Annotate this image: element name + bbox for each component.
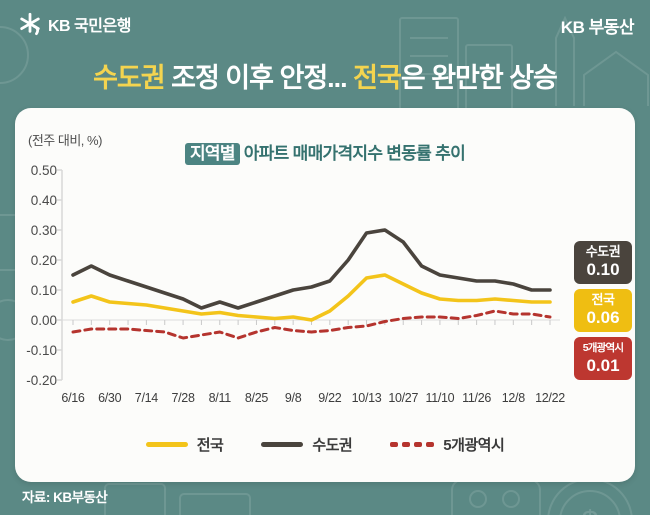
y-axis-tick-label: 0.40	[30, 192, 57, 208]
chart-title-badge: 지역별	[184, 143, 240, 165]
series-line-5개광역시	[71, 309, 552, 340]
page-title: 수도권 조정 이후 안정... 전국은 완만한 상승	[0, 56, 650, 95]
chart-title-text: 아파트 매매가격지수 변동률 추이	[243, 144, 466, 163]
dots-grid-icon	[451, 479, 541, 515]
y-axis-tick-label: 0.50	[30, 162, 57, 178]
legend-item-전국: 전국	[145, 434, 224, 455]
legend-swatch-icon	[390, 442, 435, 447]
legend-swatch-icon	[261, 442, 304, 447]
y-axis-tick-label: 0.20	[30, 252, 57, 268]
blocks-icon	[104, 483, 251, 515]
source-label: 자료: KB부동산	[22, 490, 108, 505]
badge-series-value: 0.01	[586, 356, 620, 375]
chart-legend: 전국 수도권 5개광역시	[15, 434, 635, 455]
house-icon	[583, 50, 649, 106]
y-axis-tick-label: 0.30	[30, 222, 57, 238]
series-end-labels: 수도권 0.10 전국 0.06 5개광역시 0.01	[574, 241, 632, 380]
dollar-coin-icon: $	[547, 478, 633, 515]
svg-text:$: $	[582, 505, 599, 515]
x-axis-tick-label: 10/13	[351, 391, 382, 405]
legend-label: 전국	[196, 437, 224, 454]
bank-name-label: KB 국민은행	[48, 18, 131, 35]
series-line-수도권	[71, 228, 552, 310]
header: KB 국민은행 KB 부동산	[0, 10, 650, 40]
y-axis-tick-label: 0.00	[30, 312, 57, 328]
title-highlight-sudogwon: 수도권	[93, 63, 166, 93]
y-axis-tick-label: 0.10	[30, 282, 57, 298]
title-highlight-jeonguk: 전국	[353, 63, 402, 93]
legend-item-5개광역시: 5개광역시	[390, 434, 505, 455]
legend-label: 수도권	[312, 437, 353, 454]
badge-series-value: 0.10	[586, 260, 620, 279]
x-axis-tick-label: 11/10	[425, 391, 455, 405]
line-chart	[57, 169, 560, 381]
title-text: 조정 이후 안정...	[164, 63, 354, 93]
badge-series-name: 5개광역시	[582, 342, 624, 354]
end-label-badge-5개광역시: 5개광역시 0.01	[574, 337, 632, 380]
legend-swatch-icon	[145, 442, 188, 447]
x-axis-tick-label: 12/8	[501, 391, 525, 405]
end-label-badge-수도권: 수도권 0.10	[574, 241, 632, 284]
badge-series-name: 수도권	[585, 244, 621, 259]
x-axis-tick-label: 9/8	[284, 391, 302, 405]
y-axis-tick-label: -0.20	[26, 372, 57, 388]
x-axis-tick-label: 8/11	[208, 391, 232, 405]
title-text: 은 완만한 상승	[400, 63, 558, 93]
x-axis-tick-label: 8/25	[244, 391, 269, 405]
x-axis-tick-label: 10/27	[388, 391, 419, 405]
chart-title: 지역별 아파트 매매가격지수 변동률 추이	[15, 139, 635, 165]
chart-card: (전주 대비, %) 지역별 아파트 매매가격지수 변동률 추이 0.50 0.40…	[15, 108, 635, 482]
kb-star-icon	[20, 12, 40, 36]
y-axis-unit-label: (전주 대비, %)	[28, 133, 102, 148]
badge-series-name: 전국	[591, 292, 615, 307]
legend-item-수도권: 수도권	[261, 434, 353, 455]
end-label-badge-전국: 전국 0.06	[574, 289, 632, 332]
y-axis-tick-label: -0.10	[26, 342, 57, 358]
x-axis-tick-label: 7/14	[134, 391, 158, 405]
brand-right-label: KB 부동산	[560, 18, 635, 37]
pencil-tower-icon	[555, 15, 575, 106]
x-axis-tick-label: 6/30	[98, 391, 122, 405]
badge-series-value: 0.06	[586, 308, 620, 327]
x-axis-tick-label: 7/28	[171, 391, 195, 405]
kb-bank-logo: KB 국민은행	[18, 12, 131, 36]
x-axis-tick-label: 6/16	[61, 391, 85, 405]
x-axis-tick-label: 9/22	[318, 391, 342, 405]
circle-decor-icon	[0, 26, 29, 84]
legend-label: 5개광역시	[443, 437, 505, 454]
series-line-전국	[71, 273, 552, 322]
x-axis-tick-label: 12/22	[535, 391, 565, 405]
x-axis-tick-label: 11/26	[462, 391, 492, 405]
